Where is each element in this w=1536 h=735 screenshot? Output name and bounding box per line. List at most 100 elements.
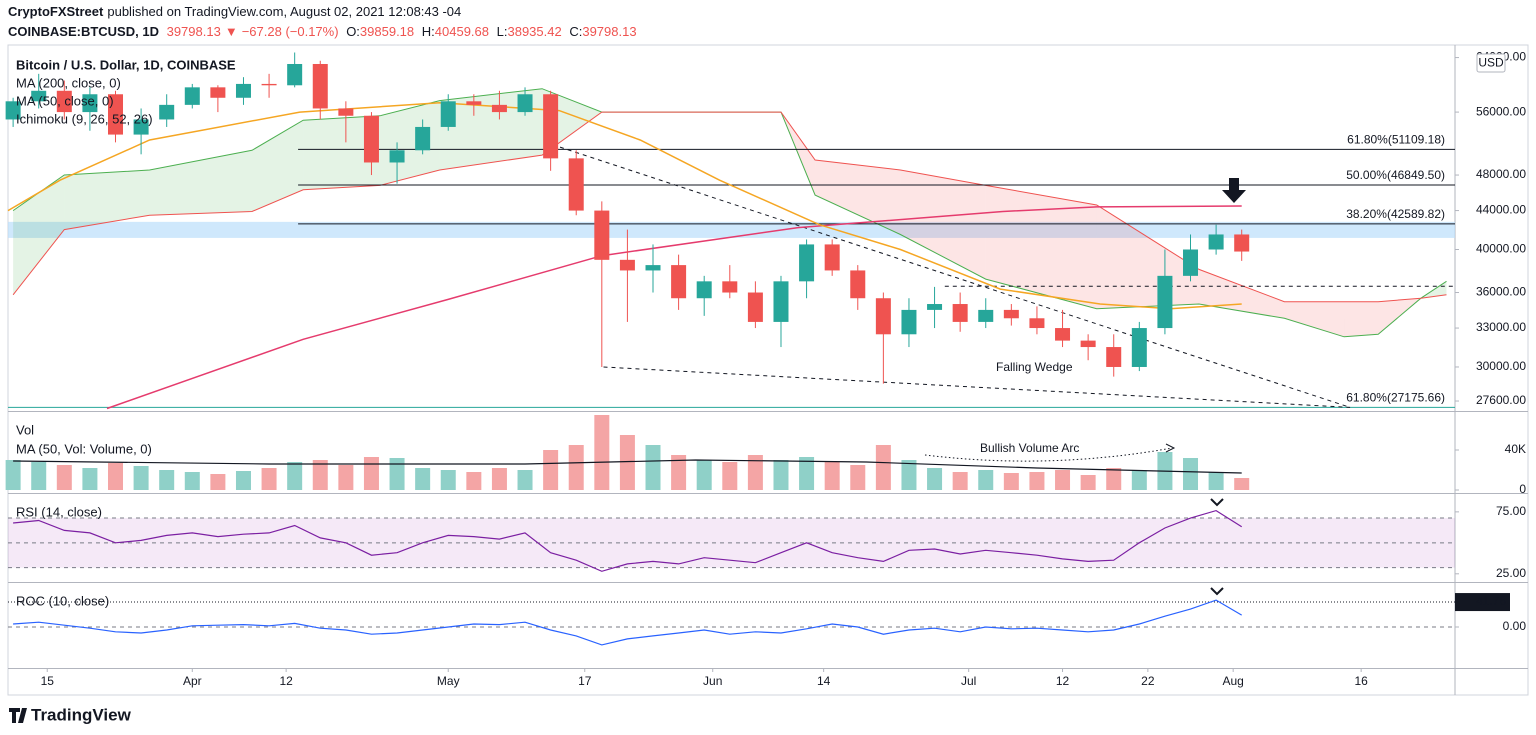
chevron <box>1210 498 1224 507</box>
last: 39798.13 <box>166 24 221 39</box>
candle-body <box>261 83 277 86</box>
volume-bar <box>287 462 303 490</box>
candle-body <box>696 281 712 299</box>
volume-bar <box>1208 472 1224 490</box>
cloud <box>1284 301 1345 337</box>
logo <box>9 708 27 723</box>
volume-bar <box>363 457 379 490</box>
volume-bar <box>133 466 149 490</box>
close: 39798.13 <box>582 24 637 39</box>
trend-line <box>559 146 1351 408</box>
legend-title: Vol <box>16 422 34 437</box>
quote-line: COINBASE:BTCUSD, 1D 39798.13 ▼ −67.28 (−0.… <box>8 24 641 39</box>
y-tick-label: 48000.00 <box>1476 167 1526 181</box>
panes: 64000.0056000.0048000.0044000.0040000.00… <box>5 50 1526 688</box>
candle-body <box>875 298 891 335</box>
x-tick-label: Aug <box>1222 674 1243 688</box>
volume-bar <box>927 468 943 490</box>
legend-entry: MA (200, close, 0) <box>16 75 121 90</box>
cloud <box>900 169 986 280</box>
change: −67.28 (−0.17%) <box>241 24 339 39</box>
volume-bar <box>1003 473 1019 490</box>
cloud <box>303 115 380 190</box>
cloud <box>1096 205 1200 309</box>
moving-average <box>106 205 1242 410</box>
y-tick-label: 33000.00 <box>1476 320 1526 334</box>
volume-bar <box>108 463 124 490</box>
indicator-line <box>13 509 1243 572</box>
close-label: C: <box>569 24 583 39</box>
volume-bar <box>696 460 712 490</box>
candle-body <box>568 158 584 211</box>
candle-body <box>978 309 994 322</box>
candle-body <box>1003 309 1019 319</box>
author: CryptoFXStreet <box>8 4 104 19</box>
candle-body <box>287 63 303 86</box>
candle-body <box>133 119 149 135</box>
legend-title: RSI (14, close) <box>16 504 102 519</box>
volume-bar <box>56 465 72 490</box>
candle-body <box>108 94 124 135</box>
candle-body <box>1055 328 1071 341</box>
candle-body <box>1080 340 1096 348</box>
volume-bar <box>159 470 175 490</box>
candle-body <box>491 104 507 113</box>
high-label: H: <box>421 24 435 39</box>
volume-bar <box>440 470 456 490</box>
candle-body <box>363 115 379 163</box>
frame <box>7 44 1529 696</box>
y-tick-label: 25.00 <box>1496 566 1526 580</box>
y-tick-label: 30000.00 <box>1476 359 1526 373</box>
volume-bar <box>1131 470 1147 490</box>
legend-title: ROC (10, close) <box>16 593 109 608</box>
fib-label: 61.80%(27175.66) <box>1346 391 1445 405</box>
candle-body <box>952 304 968 322</box>
annotation: Bullish Volume Arc <box>980 441 1079 455</box>
volume-bar <box>773 460 789 490</box>
volume-ma <box>13 459 1242 474</box>
candle-body <box>31 90 47 102</box>
x-tick-label: Apr <box>183 674 202 688</box>
cloud <box>815 160 901 235</box>
legend-entry: MA (50, Vol: Volume, 0) <box>16 441 152 456</box>
marker-label: 41.76 <box>1476 594 1506 608</box>
volume-bar <box>645 445 661 490</box>
candle-body <box>850 270 866 299</box>
cloud <box>13 175 65 295</box>
candle-body <box>773 281 789 322</box>
cloud <box>379 100 440 186</box>
publish-line: CryptoFXStreet published on TradingView.c… <box>8 4 465 19</box>
x-tick-label: 14 <box>817 674 831 688</box>
cloud <box>64 169 150 230</box>
candle-body <box>722 281 738 293</box>
low-label: L: <box>496 24 508 39</box>
y-tick-label: 44000.00 <box>1476 203 1526 217</box>
volume-bar <box>261 468 277 490</box>
fib-label: 50.00%(46849.50) <box>1346 168 1445 182</box>
y-tick-label: 36000.00 <box>1476 285 1526 299</box>
cloud <box>252 120 304 212</box>
candle-body <box>799 244 815 282</box>
candle-body <box>159 104 175 120</box>
volume-bar <box>799 457 815 490</box>
span-b <box>12 111 1447 303</box>
candle-body <box>210 87 226 98</box>
y-tick-label: 40000.00 <box>1476 242 1526 256</box>
volume-bar <box>568 445 584 490</box>
candle-body <box>1131 328 1147 367</box>
x-tick-label: Jun <box>703 674 722 688</box>
candle-body <box>415 126 431 151</box>
fib-label: 61.80%(51109.18) <box>1347 133 1445 147</box>
volume-bar <box>875 445 891 490</box>
arc <box>924 447 1173 462</box>
cloud <box>1344 301 1379 337</box>
candle-body <box>1183 249 1199 276</box>
x-tick-label: May <box>437 674 460 688</box>
volume-bar <box>517 470 533 490</box>
trend-line <box>603 366 1351 408</box>
candle-body <box>1029 318 1045 329</box>
arrow: ▼ <box>224 24 238 39</box>
volume-bar <box>1029 472 1045 490</box>
candle-body <box>671 265 687 299</box>
volume-bar <box>747 455 763 490</box>
